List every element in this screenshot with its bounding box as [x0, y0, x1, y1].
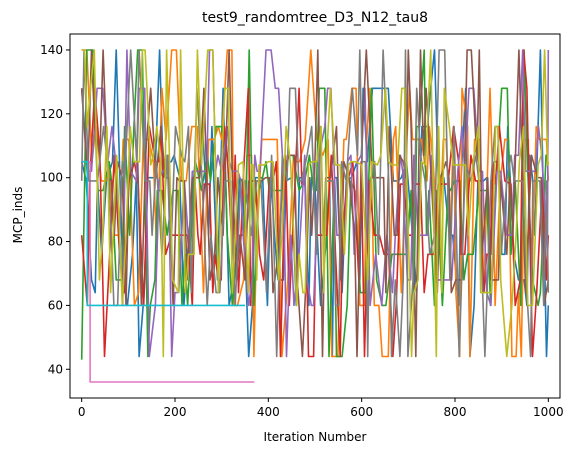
- series-line-3: [80, 49, 549, 360]
- series-line-6: [80, 49, 550, 358]
- chart-title: test9_randomtree_D3_N12_tau8: [202, 10, 428, 26]
- x-tick-label: 800: [444, 405, 467, 419]
- x-tick-label: 200: [164, 405, 187, 419]
- series-lines: [80, 49, 550, 383]
- y-tick-label: 140: [40, 43, 63, 57]
- x-tick-label: 400: [257, 405, 280, 419]
- plot-area: [80, 49, 550, 383]
- y-tick-label: 40: [48, 362, 63, 376]
- y-tick-label: 60: [48, 298, 63, 312]
- axes: 0 200 400 600 800 1000 40 60 80 100 120 140: [40, 33, 564, 419]
- axes-frame: [69, 33, 561, 399]
- x-tick-label: 0: [78, 405, 86, 419]
- y-tick-label: 80: [48, 235, 63, 249]
- series-line-9: [81, 49, 550, 358]
- x-tick-label: 1000: [533, 405, 564, 419]
- x-tick-label: 600: [350, 405, 373, 419]
- y-tick-label: 100: [40, 171, 63, 185]
- y-tick-label: 120: [40, 107, 63, 121]
- x-axis-label: Iteration Number: [264, 430, 367, 444]
- y-axis-label: MCP_inds: [11, 187, 25, 244]
- series-line-10: [81, 160, 245, 307]
